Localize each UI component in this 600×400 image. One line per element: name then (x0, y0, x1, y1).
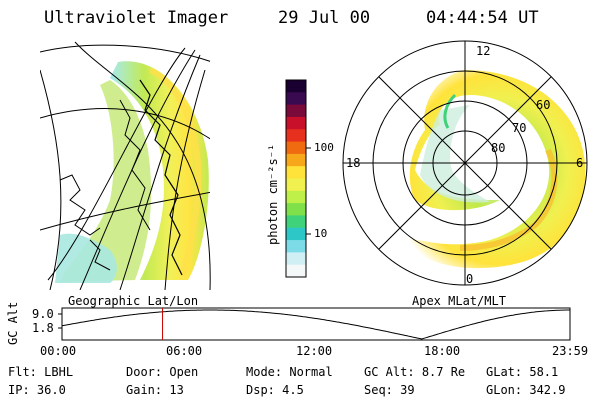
status-seq: Seq: 39 (364, 383, 415, 397)
seq-value: 39 (400, 383, 415, 397)
dsp-label: Dsp: (246, 383, 275, 397)
xtick-0600: 06:00 (166, 344, 203, 358)
colorbar-tick-label-10: 10 (314, 227, 328, 240)
ip-label: IP: (8, 383, 30, 397)
status-flt: Flt: LBHL (8, 365, 73, 379)
mode-value: Normal (289, 365, 333, 379)
gcalt-label: GC Alt: (364, 365, 415, 379)
colorbar-swatch (286, 252, 306, 266)
seq-label: Seq: (364, 383, 393, 397)
colorbar-swatch (286, 190, 306, 204)
colorbar-swatch (286, 80, 306, 93)
mlt-label-12: 12 (476, 44, 491, 58)
status-glat: GLat: 58.1 (486, 365, 558, 379)
gain-label: Gain: (126, 383, 163, 397)
altitude-ytick-label-1.8: 1.8 (32, 321, 54, 335)
glat-value: 58.1 (529, 365, 559, 379)
xtick-0000: 00:00 (40, 344, 77, 358)
door-value: Open (169, 365, 199, 379)
dsp-value: 4.5 (282, 383, 304, 397)
colorbar-swatch (286, 116, 306, 130)
status-mode: Mode: Normal (246, 365, 333, 379)
mlat-label-60: 60 (536, 98, 551, 112)
colorbar-swatch (286, 178, 306, 192)
colorbar-frame (285, 79, 307, 278)
mlt-label-6: 6 (576, 156, 584, 170)
status-gcalt: GC Alt: 8.7 Re (364, 365, 465, 379)
image-date: 29 Jul 00 (278, 8, 371, 28)
door-label: Door: (126, 365, 163, 379)
altitude-plot-frame (61, 307, 571, 341)
mode-label: Mode: (246, 365, 283, 379)
colorbar-swatch (286, 104, 306, 118)
colorbar-swatch (286, 215, 306, 229)
colorbar-swatch (286, 129, 306, 143)
colorbar-swatch (286, 92, 306, 106)
altitude-ylabel: GC Alt (6, 301, 20, 345)
image-time: 04:44:54 UT (426, 8, 539, 28)
xtick-1200: 12:00 (296, 344, 333, 358)
colorbar-swatch (286, 203, 306, 216)
xtick-2359: 23:59 (552, 344, 589, 358)
gcalt-value: 8.7 Re (421, 365, 466, 379)
altitude-curve (61, 309, 570, 340)
colorbar-swatch (286, 264, 306, 278)
colorbar-tick-label-100: 100 (314, 141, 334, 154)
altitude-ytick-label-9: 9.0 (32, 307, 54, 321)
app-title: Ultraviolet Imager (44, 8, 229, 28)
status-ip: IP: 36.0 (8, 383, 66, 397)
glon-value: 342.9 (529, 383, 566, 397)
colorbar-swatch (286, 153, 306, 167)
geo-map-image (40, 44, 210, 290)
glon-label: GLon: (486, 383, 523, 397)
flt-value: LBHL (44, 365, 74, 379)
status-dsp: Dsp: 4.5 (246, 383, 304, 397)
status-gain: Gain: 13 (126, 383, 184, 397)
mlat-label-70: 70 (512, 121, 527, 135)
geographic-caption: Geographic Lat/Lon (68, 294, 199, 308)
flt-label: Flt: (8, 365, 37, 379)
apex-caption: Apex MLat/MLT (412, 294, 506, 308)
glat-label: GLat: (486, 365, 523, 379)
mlt-label-0: 0 (466, 272, 474, 286)
mlat-label-80: 80 (491, 141, 506, 155)
mlt-label-18: 18 (346, 156, 361, 170)
colorbar-swatch (286, 141, 306, 155)
colorbar-swatch (286, 227, 306, 241)
ip-value: 36.0 (36, 383, 66, 397)
status-glon: GLon: 342.9 (486, 383, 565, 397)
xtick-1800: 18:00 (424, 344, 461, 358)
status-door: Door: Open (126, 365, 198, 379)
colorbar-swatch (286, 166, 306, 179)
colorbar-swatch (286, 240, 306, 253)
gain-value: 13 (169, 383, 184, 397)
colorbar-swatches (286, 80, 306, 278)
